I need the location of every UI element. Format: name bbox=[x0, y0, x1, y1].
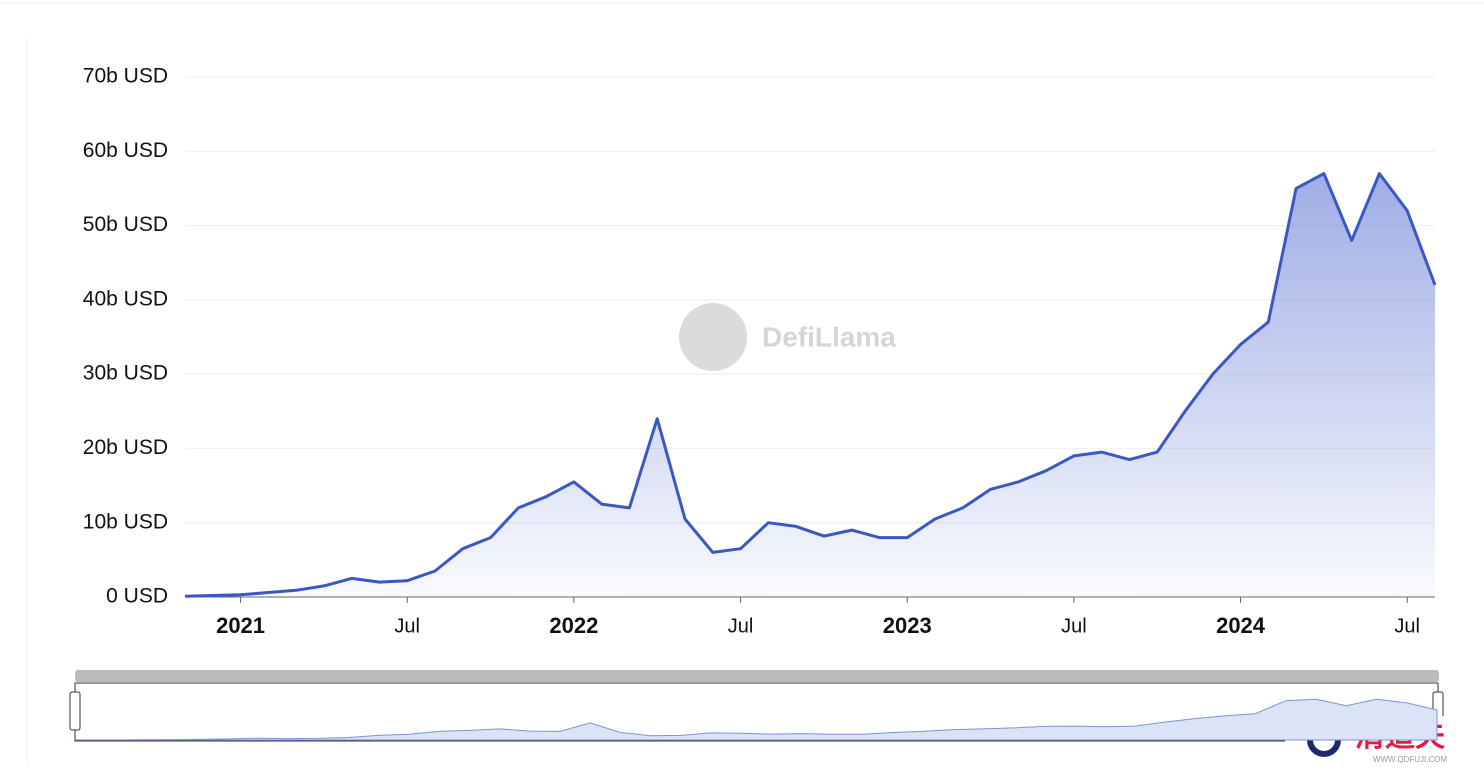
x-tick-label: Jul bbox=[1061, 615, 1087, 637]
x-tick-label: Jul bbox=[1394, 615, 1420, 637]
x-tick-label: 2024 bbox=[1216, 613, 1266, 638]
y-tick-label: 70b USD bbox=[83, 65, 168, 88]
watermark-text: DefiLlama bbox=[762, 321, 896, 352]
y-tick-label: 50b USD bbox=[83, 213, 168, 236]
y-tick-label: 60b USD bbox=[83, 139, 168, 162]
scroll-bar[interactable] bbox=[75, 670, 1439, 682]
x-tick-label: 2021 bbox=[216, 613, 265, 638]
x-tick-label: 2023 bbox=[883, 613, 932, 638]
x-tick-label: Jul bbox=[394, 615, 420, 637]
y-tick-label: 40b USD bbox=[83, 287, 168, 310]
area-fill bbox=[185, 173, 1435, 597]
watermark-icon bbox=[679, 303, 747, 371]
zoom-handle-left[interactable] bbox=[69, 691, 81, 731]
watermark: DefiLlama bbox=[679, 303, 896, 371]
x-tick-label: Jul bbox=[728, 615, 754, 637]
y-tick-label: 20b USD bbox=[83, 436, 168, 459]
y-tick-label: 0 USD bbox=[106, 585, 168, 608]
corner-url: WWW.QDFUJI.COM bbox=[1373, 755, 1448, 764]
overview-area bbox=[75, 698, 1438, 741]
y-tick-label: 10b USD bbox=[83, 510, 168, 533]
x-tick-label: 2022 bbox=[549, 613, 598, 638]
area-line bbox=[184, 172, 1437, 598]
y-tick-label: 30b USD bbox=[83, 362, 168, 385]
